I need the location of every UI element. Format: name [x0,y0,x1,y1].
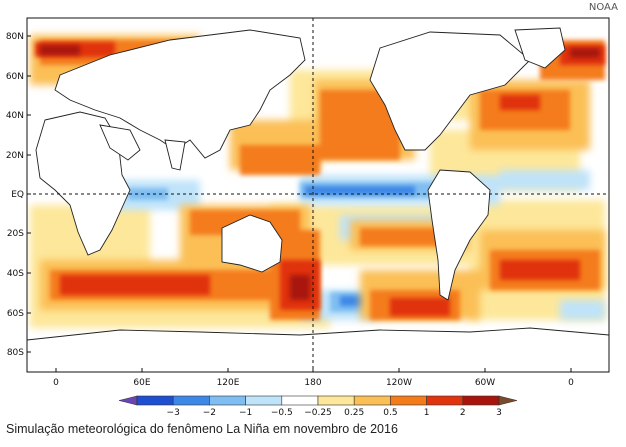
lon-label: 120W [386,378,412,388]
colorbar-tick-label: 3 [496,408,502,418]
colorbar-segment [426,395,464,406]
colorbar-segment [462,395,500,406]
lat-label: 20S [7,229,24,239]
continents [27,27,609,372]
colorbar-segment [172,395,210,406]
colorbar-max-arrow [498,395,518,406]
colorbar-segment [317,395,355,406]
colorbar-tick-label: −0.25 [304,408,332,418]
longitude-axis: 0 60E 120E 180 120W 60W 0 [53,368,574,388]
colorbar-tick-labels: −3 −2 −1 −0.5 −0.25 0.25 0.5 1 2 3 [167,408,502,418]
colorbar-tick-label: −1 [239,408,252,418]
lon-label: 60E [133,378,150,388]
lat-label: EQ [11,190,24,200]
map-frame [26,17,610,373]
lon-label: 120E [217,378,240,388]
lon-label: 0 [53,378,59,388]
lat-label: 80N [6,32,24,42]
lat-label: 20N [6,151,24,161]
anomaly-field [27,18,609,372]
colorbar-tick-label: 0.25 [344,408,364,418]
colorbar-segment [281,395,319,406]
lat-label: 40N [6,111,24,121]
colorbar-tick-label: 0.5 [383,408,397,418]
colorbar-min-arrow [118,395,138,406]
colorbar-segment [353,395,391,406]
colorbar-tick-label: −2 [203,408,216,418]
colorbar-segment [245,395,283,406]
colorbar-segment [390,395,427,406]
latitude-axis: 80N 60N 40N 20N EQ 20S 40S 60S 80S [6,32,31,358]
lat-label: 60N [6,72,24,82]
colorbar-tick-label: −0.5 [271,408,293,418]
lat-label: 80S [7,348,24,358]
colorbar-tick-label: 1 [424,408,430,418]
noaa-credit: NOAA [588,2,618,13]
colorbar [118,395,518,406]
lon-label: 180 [304,378,321,388]
lat-label: 40S [7,269,24,279]
lon-label: 60W [475,378,495,388]
lon-label: 0 [568,378,574,388]
lat-label: 60S [7,309,24,319]
colorbar-segment [136,395,174,406]
colorbar-tick-label: −3 [167,408,180,418]
figure-caption: Simulação meteorológica do fenômeno La N… [6,422,398,436]
colorbar-segment [209,395,246,406]
colorbar-tick-label: 2 [460,408,466,418]
